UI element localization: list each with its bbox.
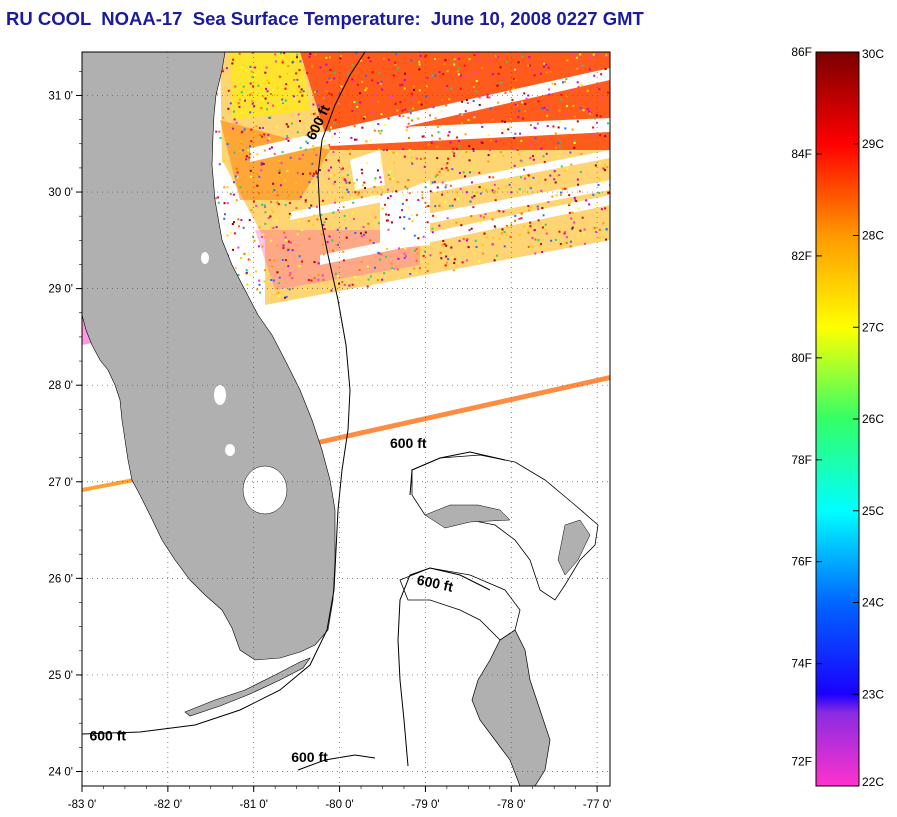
lat-tick-label: 26 0': [48, 573, 73, 585]
colorbar-fahrenheit-label: 74F: [791, 657, 812, 671]
lon-tick-label: -80 0': [325, 799, 353, 811]
colorbar-celsius-label: 23C: [862, 687, 884, 701]
colorbar-celsius-label: 29C: [862, 137, 884, 151]
lake-okeechobee: [242, 465, 288, 515]
florida-keys: [184, 657, 311, 717]
lon-tick-label: -79 0': [411, 799, 439, 811]
contour-label: 600 ft: [390, 435, 427, 451]
lat-tick-label: 31 0': [48, 90, 73, 102]
colorbar-celsius-label: 22C: [862, 775, 884, 789]
lon-tick-label: -82 0': [154, 799, 182, 811]
contour-label: 600 ft: [415, 571, 454, 594]
colorbar: 30C 29C 28C 27C 26C 25C 24C 23C 22C 86F 84F 82F 80F…: [791, 45, 884, 789]
colorbar-fahrenheit-label: 72F: [791, 755, 812, 769]
contour-label: 600 ft: [291, 749, 328, 765]
colorbar-gradient: [815, 51, 860, 787]
plot-frame: [81, 51, 611, 787]
lat-tick-label: 24 0': [48, 767, 73, 779]
colorbar-fahrenheit-label: 76F: [791, 555, 812, 569]
lat-tick-label: 25 0': [48, 670, 73, 682]
colorbar-fahrenheit-label: 86F: [791, 45, 812, 59]
sst-swath: [82, 52, 610, 492]
contour-label: 600 ft: [89, 728, 126, 744]
longitude-axis: -83 0' -82 0' -81 0' -80 0' -79 0' -78 0' -77 …: [68, 786, 611, 811]
colorbar-celsius-label: 26C: [862, 412, 884, 426]
lat-tick-label: 28 0': [48, 380, 73, 392]
map-title: RU COOL NOAA-17 Sea Surface Temperature:…: [6, 8, 644, 29]
colorbar-celsius-label: 27C: [862, 320, 884, 334]
colorbar-fahrenheit-label: 84F: [791, 147, 812, 161]
latitude-axis: 31 0' 30 0' 29 0' 28 0' 27 0' 26 0' 25 0' 24 0': [48, 71, 82, 779]
gridlines: [82, 52, 610, 786]
lon-tick-label: -77 0': [583, 799, 611, 811]
isobath-600ft: [82, 52, 506, 771]
lat-tick-label: 29 0': [48, 284, 73, 296]
colorbar-fahrenheit-label: 78F: [791, 453, 812, 467]
lat-tick-label: 27 0': [48, 477, 73, 489]
colorbar-celsius-label: 30C: [862, 47, 884, 61]
colorbar-celsius-label: 25C: [862, 504, 884, 518]
colorbar-fahrenheit-label: 80F: [791, 351, 812, 365]
lon-tick-label: -78 0': [497, 799, 525, 811]
colorbar-celsius-label: 24C: [862, 596, 884, 610]
colorbar-fahrenheit-label: 82F: [791, 249, 812, 263]
lon-tick-label: -81 0': [239, 799, 267, 811]
colorbar-celsius-label: 28C: [862, 229, 884, 243]
lat-tick-label: 30 0': [48, 187, 73, 199]
lon-tick-label: -83 0': [68, 799, 96, 811]
